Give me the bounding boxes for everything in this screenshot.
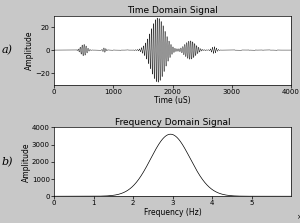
X-axis label: Frequency (Hz): Frequency (Hz) (144, 208, 201, 217)
Text: a): a) (2, 45, 13, 55)
Text: $\times\mathregular{10}^{\mathregular{4}}$: $\times\mathregular{10}^{\mathregular{4}… (296, 211, 300, 223)
Y-axis label: Amplitude: Amplitude (25, 30, 34, 70)
Text: b): b) (2, 157, 14, 167)
X-axis label: Time (uS): Time (uS) (154, 96, 191, 105)
Title: Frequency Domain Signal: Frequency Domain Signal (115, 118, 230, 126)
Title: Time Domain Signal: Time Domain Signal (127, 6, 218, 15)
Y-axis label: Amplitude: Amplitude (21, 142, 30, 182)
